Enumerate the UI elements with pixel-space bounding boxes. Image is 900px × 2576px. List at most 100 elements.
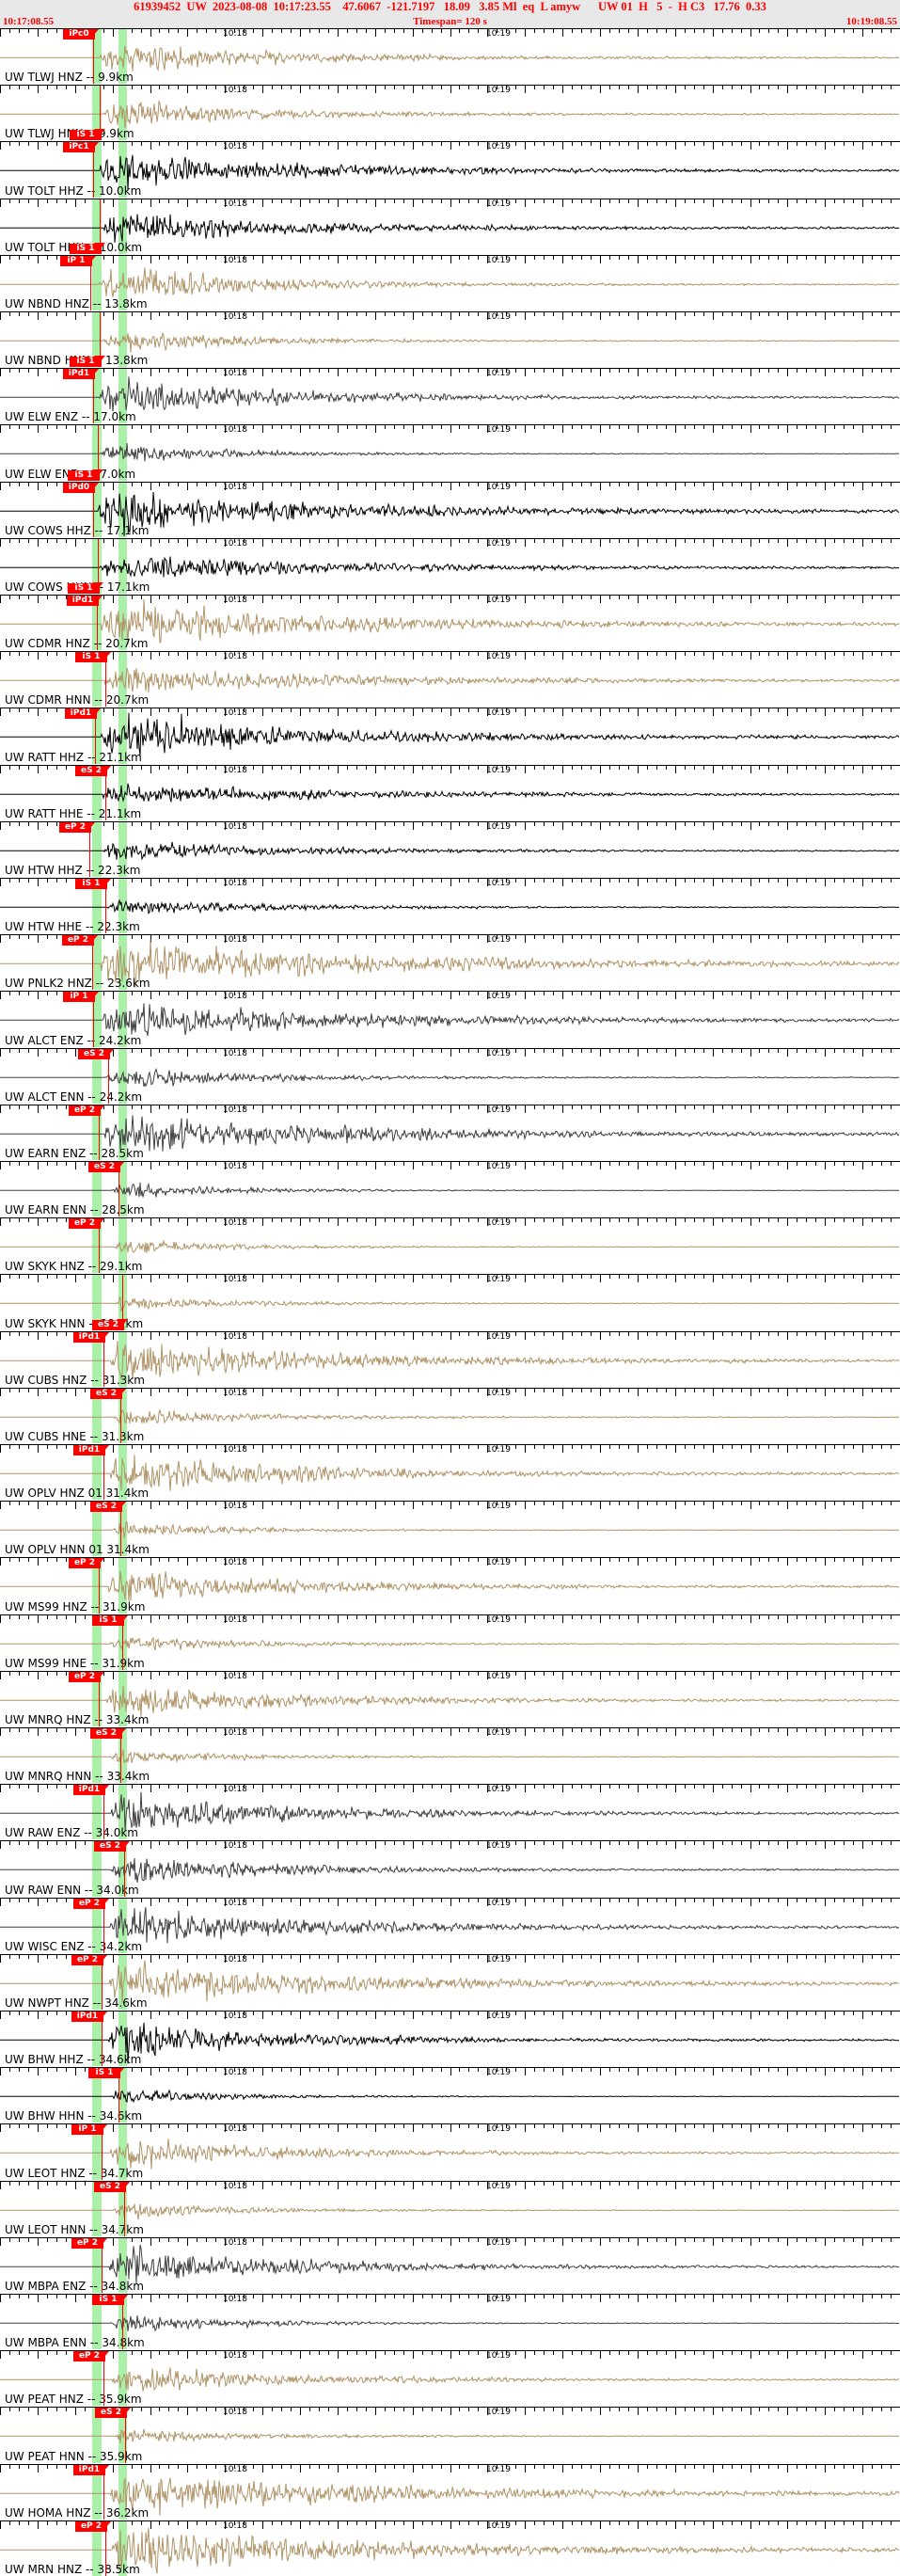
trace-row[interactable]: iP 1 10:18 10:19 UW LEOT HNZ -- 34.7km bbox=[0, 2123, 900, 2181]
channel-label[interactable]: UW TLWJ HNZ -- 9.9km bbox=[5, 71, 134, 85]
trace-row[interactable]: eP 2 10:18 10:19 UW PEAT HNZ -- 35.9km bbox=[0, 2350, 900, 2408]
trace-row[interactable]: eP 2 10:18 10:19 UW EARN ENZ -- 28.5km bbox=[0, 1104, 900, 1161]
trace-row[interactable]: iP 1 10:18 10:19 UW ALCT ENZ -- 24.2km bbox=[0, 991, 900, 1048]
axis-tick bbox=[628, 482, 629, 486]
channel-label[interactable]: UW EARN ENN -- 28.5km bbox=[5, 1203, 145, 1217]
trace-row[interactable]: iPc0 10:18 10:19 UW TLWJ HNZ -- 9.9km bbox=[0, 28, 900, 86]
channel-label[interactable]: UW MBPA ENN -- 34.8km bbox=[5, 2336, 145, 2350]
trace-row[interactable]: iPd1 10:18 10:19 UW RAW ENZ -- 34.0km bbox=[0, 1784, 900, 1841]
trace-row[interactable]: iPd1 10:18 10:19 UW RATT HHZ -- 21.1km bbox=[0, 708, 900, 765]
channel-label[interactable]: UW HTW HHE -- 22.3km bbox=[5, 920, 140, 934]
trace-row[interactable]: iS 1 10:18 10:19 UW MBPA ENN -- 34.8km bbox=[0, 2294, 900, 2351]
trace-row[interactable]: eP 2 10:18 10:19 UW MRN HNZ -- 38.5km bbox=[0, 2520, 900, 2576]
trace-row[interactable]: eS 2 10:18 10:19 UW PEAT HNN -- 35.9km bbox=[0, 2407, 900, 2464]
phase-pick-flag[interactable]: iPd0 bbox=[63, 482, 95, 493]
trace-row[interactable]: iS 1 10:18 10:19 UW MS99 HNE -- 31.9km bbox=[0, 1614, 900, 1671]
phase-pick-flag[interactable]: iS 1 bbox=[70, 357, 102, 368]
channel-label[interactable]: UW OPLV HNN 01 31.4km bbox=[5, 1543, 150, 1557]
trace-row[interactable]: eP 2 10:18 10:19 UW MNRQ HNZ -- 33.4km bbox=[0, 1670, 900, 1727]
phase-pick-flag[interactable]: iPd1 bbox=[65, 708, 97, 720]
channel-label[interactable]: UW RATT HHE -- 21.1km bbox=[5, 806, 142, 820]
channel-label[interactable]: UW MNRQ HNZ -- 33.4km bbox=[5, 1712, 150, 1726]
phase-pick-flag[interactable]: iPc0 bbox=[63, 29, 95, 40]
channel-label[interactable]: UW ALCT ENZ -- 24.2km bbox=[5, 1033, 142, 1047]
channel-label[interactable]: UW EARN ENZ -- 28.5km bbox=[5, 1146, 144, 1160]
channel-label[interactable]: UW CDMR HNN -- 20.7km bbox=[5, 693, 150, 708]
phase-pick-flag[interactable]: iP 1 bbox=[60, 255, 92, 266]
channel-label[interactable]: UW RAW ENN -- 34.0km bbox=[5, 1883, 139, 1897]
trace-row[interactable]: iPd1 10:18 10:19 UW CUBS HNZ -- 31.3km bbox=[0, 1330, 900, 1388]
trace-row[interactable]: eP 2 10:18 10:19 UW MBPA ENZ -- 34.8km bbox=[0, 2236, 900, 2294]
channel-label[interactable]: UW BHW HHZ -- 34.6km bbox=[5, 2053, 142, 2067]
channel-label[interactable]: UW ALCT ENN -- 24.2km bbox=[5, 1089, 143, 1104]
trace-row[interactable]: eS 2 10:18 10:19 UW LEOT HNN -- 34.7km bbox=[0, 2180, 900, 2237]
trace-row[interactable]: eP 2 10:18 10:19 UW SKYK HNZ -- 29.1km bbox=[0, 1217, 900, 1275]
trace-row[interactable]: eS 2 10:18 10:19 UW OPLV HNN 01 31.4km bbox=[0, 1501, 900, 1558]
trace-row[interactable]: iS 1 10:18 10:19 UW HTW HHE -- 22.3km bbox=[0, 878, 900, 935]
channel-label[interactable]: UW TOLT HHZ -- 10.0km bbox=[5, 183, 142, 198]
phase-pick-flag[interactable]: iPd1 bbox=[67, 596, 99, 606]
trace-row[interactable]: eP 2 10:18 10:19 UW MS99 HNZ -- 31.9km bbox=[0, 1557, 900, 1614]
axis-tick bbox=[478, 312, 479, 316]
channel-label[interactable]: UW PNLK2 HNZ -- 23.6km bbox=[5, 977, 150, 991]
phase-pick-flag[interactable]: iS 1 bbox=[75, 652, 107, 663]
trace-row[interactable]: eS 2 10:18 10:19 UW RAW ENN -- 34.0km bbox=[0, 1840, 900, 1898]
trace-row[interactable]: eS 2 10:18 10:19 UW ALCT ENN -- 24.2km bbox=[0, 1047, 900, 1105]
channel-label[interactable]: UW PEAT HNN -- 35.9km bbox=[5, 2449, 143, 2463]
channel-label[interactable]: UW MS99 HNZ -- 31.9km bbox=[5, 1599, 146, 1614]
trace-row[interactable]: eP 2 10:18 10:19 UW PNLK2 HNZ -- 23.6km bbox=[0, 934, 900, 992]
trace-row[interactable]: iPc1 10:18 10:19 UW TOLT HHZ -- 10.0km bbox=[0, 141, 900, 199]
axis-tick bbox=[450, 538, 451, 547]
channel-label[interactable]: UW MNRQ HNN -- 33.4km bbox=[5, 1770, 150, 1784]
channel-label[interactable]: UW HTW HHZ -- 22.3km bbox=[5, 863, 141, 877]
trace-row[interactable]: eS 2 10:18 10:19 UW EARN ENN -- 28.5km bbox=[0, 1161, 900, 1218]
channel-label[interactable]: UW CDMR HNZ -- 20.7km bbox=[5, 637, 149, 651]
channel-label[interactable]: UW PEAT HNZ -- 35.9km bbox=[5, 2393, 142, 2407]
channel-label[interactable]: UW NWPT HNZ -- 34.6km bbox=[5, 1996, 148, 2010]
channel-label[interactable]: UW NBND HNZ -- 13.8km bbox=[5, 296, 148, 310]
channel-label[interactable]: UW WISC ENZ -- 34.2km bbox=[5, 1939, 143, 1953]
phase-pick-flag[interactable]: iS 1 bbox=[70, 130, 102, 141]
trace-row[interactable]: eP 2 10:18 10:19 UW HTW HHZ -- 22.3km bbox=[0, 820, 900, 878]
trace-row[interactable]: iS 1 10:18 10:19 UW BHW HHN -- 34.6km bbox=[0, 2067, 900, 2124]
channel-label[interactable]: UW HOMA HNZ -- 36.2km bbox=[5, 2505, 150, 2520]
channel-label[interactable]: UW MS99 HNE -- 31.9km bbox=[5, 1656, 145, 1670]
trace-row[interactable]: iPd1 10:18 10:19 UW HOMA HNZ -- 36.2km bbox=[0, 2463, 900, 2520]
phase-pick-flag[interactable]: iPc1 bbox=[63, 142, 95, 153]
channel-label[interactable]: UW BHW HHN -- 34.6km bbox=[5, 2109, 143, 2123]
trace-row[interactable]: eP 2 10:18 10:19 UW NWPT HNZ -- 34.6km bbox=[0, 1953, 900, 2011]
channel-label[interactable]: UW LEOT HNZ -- 34.7km bbox=[5, 2166, 144, 2180]
trace-row[interactable]: eS 2 10:18 10:19 UW MNRQ HNN -- 33.4km bbox=[0, 1727, 900, 1785]
channel-label[interactable]: UW SKYK HNZ -- 29.1km bbox=[5, 1260, 143, 1274]
trace-row[interactable]: eS 2 10:18 10:19 UW RATT HHE -- 21.1km bbox=[0, 764, 900, 821]
trace-row[interactable]: iPd1 10:18 10:19 UW CDMR HNZ -- 20.7km bbox=[0, 595, 900, 652]
phase-pick-flag[interactable]: iS 1 bbox=[68, 582, 100, 594]
trace-row[interactable]: iPd0 10:18 10:19 UW COWS HHZ -- 17.1km bbox=[0, 481, 900, 538]
phase-pick-flag[interactable]: iS 1 bbox=[70, 243, 102, 254]
channel-label[interactable]: UW RAW ENZ -- 34.0km bbox=[5, 1826, 138, 1840]
trace-row[interactable]: iPd1 10:18 10:19 UW BHW HHZ -- 34.6km bbox=[0, 2011, 900, 2068]
channel-label[interactable]: UW CUBS HNE -- 31.3km bbox=[5, 1429, 145, 1443]
channel-label[interactable]: UW OPLV HNZ 01 31.4km bbox=[5, 1487, 150, 1501]
phase-pick-flag[interactable]: iPd1 bbox=[63, 369, 95, 380]
trace-row[interactable]: iPd1 10:18 10:19 UW ELW ENZ -- 17.0km bbox=[0, 368, 900, 425]
trace-row[interactable]: eS 2 10:18 10:19 UW CUBS HNE -- 31.3km bbox=[0, 1387, 900, 1444]
trace-row[interactable]: iS 1 10:18 10:19 UW CDMR HNN -- 20.7km bbox=[0, 651, 900, 708]
channel-label[interactable]: UW MBPA ENZ -- 34.8km bbox=[5, 2279, 144, 2293]
channel-label[interactable]: UW MRN HNZ -- 38.5km bbox=[5, 2562, 140, 2576]
trace-row[interactable]: eP 2 10:18 10:19 UW WISC ENZ -- 34.2km bbox=[0, 1897, 900, 1954]
channel-label[interactable]: UW RATT HHZ -- 21.1km bbox=[5, 750, 142, 764]
channel-label[interactable]: UW ELW ENZ -- 17.0km bbox=[5, 410, 136, 424]
phase-pick-flag[interactable]: iS 1 bbox=[68, 469, 100, 481]
channel-label[interactable]: UW LEOT HNN -- 34.7km bbox=[5, 2222, 144, 2236]
trace-row[interactable]: iPd1 10:18 10:19 UW OPLV HNZ 01 31.4km bbox=[0, 1444, 900, 1502]
trace-row[interactable]: eS 2 10:18 10:19 UW SKYK HNN -- 29.1km bbox=[0, 1274, 900, 1331]
channel-label[interactable]: UW COWS HHZ -- 17.1km bbox=[5, 523, 150, 537]
trace-row[interactable]: iP 1 10:18 10:19 UW NBND HNZ -- 13.8km bbox=[0, 254, 900, 311]
channel-label[interactable]: UW CUBS HNZ -- 31.3km bbox=[5, 1373, 145, 1387]
